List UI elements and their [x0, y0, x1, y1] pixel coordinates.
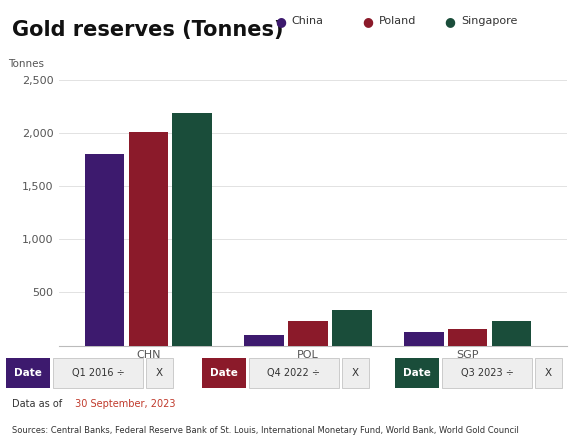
Text: Date: Date [210, 368, 238, 378]
FancyBboxPatch shape [442, 358, 532, 388]
Text: X: X [156, 368, 163, 378]
Text: Date: Date [14, 368, 42, 378]
FancyBboxPatch shape [6, 358, 50, 388]
FancyBboxPatch shape [249, 358, 339, 388]
FancyBboxPatch shape [202, 358, 246, 388]
Text: Tonnes: Tonnes [8, 59, 44, 69]
Text: Q3 2023 ÷: Q3 2023 ÷ [460, 368, 514, 378]
Text: X: X [352, 368, 359, 378]
FancyBboxPatch shape [342, 358, 369, 388]
FancyBboxPatch shape [53, 358, 143, 388]
Bar [173, 113, 212, 346]
Bar [492, 321, 531, 346]
Text: Sources: Central Banks, Federal Reserve Bank of St. Louis, International Monetar: Sources: Central Banks, Federal Reserve … [12, 426, 518, 435]
Bar [245, 334, 284, 346]
Text: Gold reserves (Tonnes): Gold reserves (Tonnes) [12, 20, 283, 40]
Text: Data as of: Data as of [12, 399, 62, 409]
FancyBboxPatch shape [395, 358, 439, 388]
Text: ●: ● [445, 16, 456, 28]
Bar [288, 321, 328, 346]
Text: Singapore: Singapore [461, 16, 517, 26]
Text: Poland: Poland [379, 16, 417, 26]
Bar [332, 310, 371, 346]
Text: Date: Date [403, 368, 431, 378]
Bar [448, 329, 487, 346]
Text: 30 September, 2023: 30 September, 2023 [72, 399, 176, 409]
Text: ●: ● [363, 16, 374, 28]
Text: X: X [545, 368, 552, 378]
Text: Q4 2022 ÷: Q4 2022 ÷ [267, 368, 321, 378]
FancyBboxPatch shape [535, 358, 562, 388]
Bar [404, 332, 443, 346]
Text: ●: ● [275, 16, 286, 28]
Text: China: China [291, 16, 324, 26]
Bar [129, 132, 168, 346]
FancyBboxPatch shape [146, 358, 173, 388]
Bar [85, 154, 124, 346]
Text: Q1 2016 ÷: Q1 2016 ÷ [71, 368, 125, 378]
